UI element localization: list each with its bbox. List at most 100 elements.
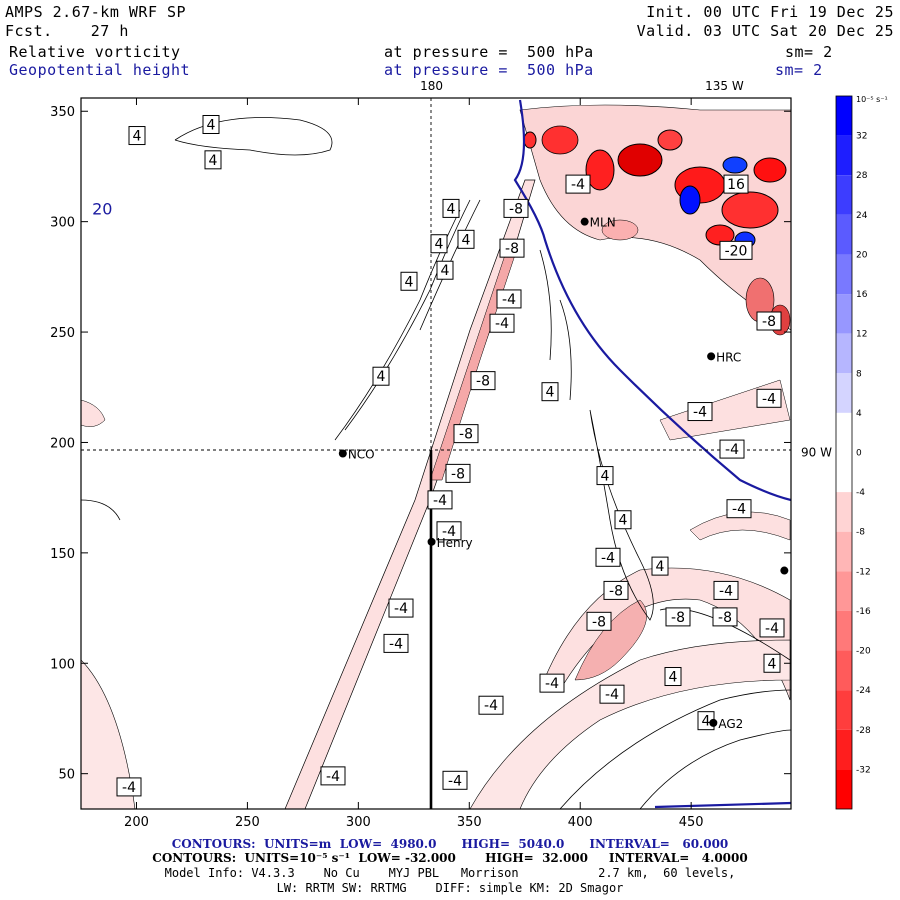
field1-name: Relative vorticity: [9, 43, 181, 61]
contour-label-text: 4: [405, 274, 414, 290]
colorbar-label: 0: [856, 449, 862, 459]
contour-label: -4: [116, 777, 142, 797]
contour-label-box: [664, 667, 682, 687]
contour-label: 4: [664, 667, 682, 687]
contour-label-text: -4: [122, 780, 136, 796]
contour-label-text: 4: [768, 656, 777, 672]
contour-label-text: -4: [394, 601, 408, 617]
colorbar-label: -4: [856, 488, 865, 498]
contour-label: -4: [756, 388, 782, 408]
contour-label-text: 4: [702, 714, 711, 730]
contour-label-box: [756, 311, 782, 331]
contour-label: 4: [430, 234, 448, 254]
contour-label-text: 4: [441, 263, 450, 279]
shaded-band-main: [284, 179, 536, 809]
station-marker: [707, 352, 716, 361]
contour-label-box: [383, 633, 409, 653]
contour-label-text: -8: [505, 241, 519, 257]
height-contour-5040: [513, 99, 791, 502]
station-marker: [427, 537, 436, 546]
colorbar-segment: [836, 729, 852, 770]
contour-label: -4: [719, 439, 745, 459]
colorbar-segment: [836, 135, 852, 176]
contour-label: 4: [457, 229, 475, 249]
station-label: MLN: [590, 216, 616, 230]
contour-label-text: 4: [601, 469, 610, 485]
contour-label-text: 4: [669, 670, 678, 686]
station: AG2: [709, 717, 743, 731]
contour-label-box: [453, 424, 479, 444]
contour-label-text: -4: [719, 583, 733, 599]
vorticity-contours-info: CONTOURS: UNITS=10⁻⁵ s⁻¹ LOW= -32.000 HI…: [152, 851, 748, 865]
colorbar-segment: [836, 175, 852, 215]
contour-label-text: -8: [718, 610, 732, 626]
contour-label-box: [726, 499, 752, 519]
meridian-labels: 180 135 W 90 W 20: [92, 79, 832, 459]
contour-label-box: [499, 238, 525, 258]
contour-label: -4: [427, 490, 453, 510]
contour-label: 4: [400, 271, 418, 291]
contour-label: 4: [442, 198, 460, 218]
contour-label-box: [436, 521, 462, 541]
contour-label-text: -8: [609, 583, 623, 599]
colorbar-segment: [836, 531, 852, 572]
y-tick-label: 300: [50, 216, 75, 231]
contour-label: -8: [756, 311, 782, 331]
field1-level: at pressure = 500 hPa: [384, 43, 594, 61]
forecast-hour: 27 h: [90, 22, 129, 40]
contour-label: -4: [713, 580, 739, 600]
contour-label: -4: [436, 521, 462, 541]
station-marker: [780, 566, 789, 575]
contour-label-box: [614, 510, 632, 530]
colorbar-label: 20: [856, 250, 868, 260]
contour-label-text: 4: [619, 513, 628, 529]
contour-label: -4: [687, 402, 713, 422]
contour-label-text: -8: [592, 614, 606, 630]
contour-label-box: [116, 777, 142, 797]
forecast-label: Fcst. 27 h: [5, 22, 129, 40]
station-marker: [580, 217, 589, 226]
contour-label-text: -4: [571, 177, 585, 193]
station: [780, 566, 789, 575]
contour-label-text: -4: [693, 405, 707, 421]
shaded-right-mid: [689, 511, 791, 541]
colorbar: 10⁻⁵ s⁻¹ 32 28 24 20 16 12 8 4 0 -4 -8 -12 -16 -20 -24 -…: [835, 95, 888, 810]
upper-right-blobs: [523, 125, 791, 336]
contour-label-box: [763, 653, 781, 673]
x-tick-label: 200: [124, 815, 149, 830]
contour-label: -4: [383, 633, 409, 653]
contour-label-box: [603, 580, 629, 600]
contour-label-text: 4: [377, 369, 386, 385]
contour-label-box: [489, 313, 515, 333]
contour-label-box: [541, 382, 559, 402]
contour-label-box: [457, 229, 475, 249]
colorbar-label: -8: [856, 528, 865, 538]
contour-label-text: -4: [326, 769, 340, 785]
colorbar-segment: [836, 294, 852, 334]
contour-label: -4: [599, 684, 625, 704]
contour-label: 4: [202, 114, 220, 134]
colorbar-segment: [836, 650, 852, 691]
shaded-left-patch: [81, 399, 106, 427]
contour-label-box: [442, 198, 460, 218]
y-tick-label: 100: [50, 657, 75, 672]
stations: NCO Henry HRC MLN AG2: [338, 216, 789, 731]
contour-label-box: [651, 556, 669, 576]
graticule: [81, 98, 791, 451]
contour-label-box: [713, 580, 739, 600]
contour-label-box: [665, 607, 691, 627]
x-tick-label: 300: [346, 815, 371, 830]
contour-label-box: [388, 598, 414, 618]
contour-label: -20: [719, 240, 753, 260]
colorbar-segment: [836, 492, 852, 532]
contour-label-text: 4: [209, 153, 218, 169]
station-marker: [338, 449, 347, 458]
contour-label-text: -8: [509, 201, 523, 217]
contour-label-box: [430, 234, 448, 254]
colorbar-segment: [836, 452, 852, 493]
y-tick-label: 150: [50, 547, 75, 562]
contour-label: -4: [442, 770, 468, 790]
y-tick-label: 200: [50, 436, 75, 451]
contour-label-box: [442, 770, 468, 790]
